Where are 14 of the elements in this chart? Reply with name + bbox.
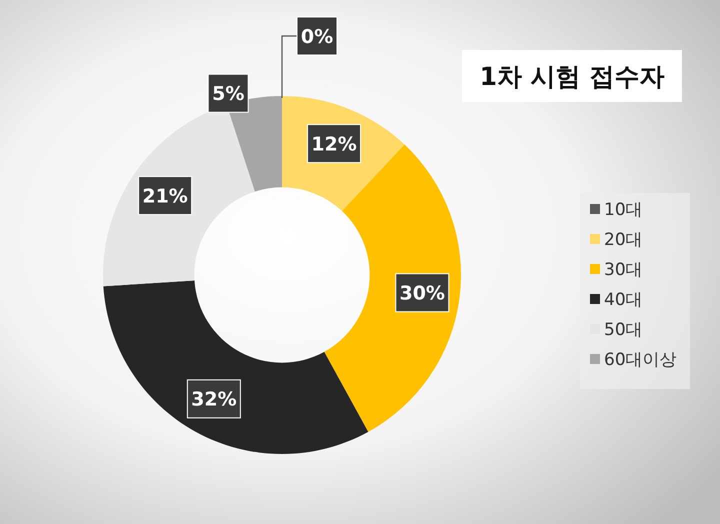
legend-label: 60대이상 xyxy=(604,350,677,370)
data-label: 21% xyxy=(142,185,188,208)
legend-label: 10대 xyxy=(604,200,643,220)
data-label: 5% xyxy=(212,83,244,106)
chart-title: 1차 시험 접수자 xyxy=(480,62,664,91)
data-label: 30% xyxy=(400,282,445,305)
legend-label: 30대 xyxy=(604,260,643,280)
legend-label: 20대 xyxy=(604,230,643,250)
legend-label: 40대 xyxy=(604,290,643,310)
data-label: 32% xyxy=(191,388,237,411)
text: 0% xyxy=(300,26,334,48)
legend-label: 50대 xyxy=(604,320,643,340)
data-label: 12% xyxy=(311,133,357,156)
donut-slice xyxy=(103,280,368,454)
